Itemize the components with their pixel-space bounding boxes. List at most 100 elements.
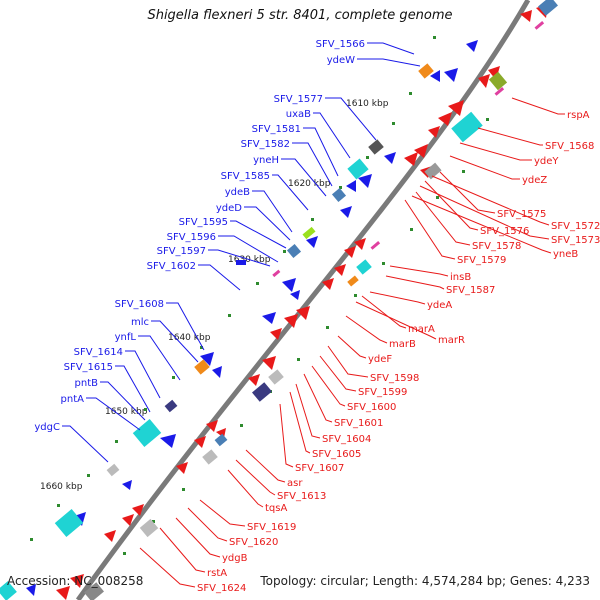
- tick-label: 1660 kbp: [40, 482, 83, 492]
- gene-label: SFV_1596: [167, 232, 216, 243]
- feature-block: [54, 509, 84, 537]
- gene-label: ydeZ: [522, 175, 547, 186]
- gene-label: SFV_1595: [179, 217, 228, 228]
- plus-strand-features: [26, 40, 478, 596]
- feature-block: [139, 518, 159, 538]
- gene-label: SFV_1614: [74, 347, 123, 358]
- feature-block: [347, 158, 369, 180]
- feature-block: [538, 0, 558, 16]
- gene-label: ydeF: [368, 354, 392, 365]
- feature-block: [84, 582, 104, 600]
- minus-strand-colored-blocks: [84, 0, 558, 600]
- gene-label: SFV_1577: [274, 94, 323, 105]
- gene-label: ydeW: [327, 55, 355, 66]
- gene-label: SFV_1578: [472, 241, 521, 252]
- tick-label: 1650 kbp: [105, 407, 148, 417]
- gene-label: pntB: [75, 378, 99, 389]
- gene-label: SFV_1607: [295, 463, 344, 474]
- feature-block: [164, 399, 178, 413]
- gene-label: SFV_1598: [370, 373, 419, 384]
- gene-label: yneH: [253, 155, 279, 166]
- feature-block: [272, 269, 281, 278]
- gene-label: ydeD: [216, 203, 242, 214]
- gene-label: ydeY: [534, 156, 559, 167]
- gene-label: SFV_1602: [147, 261, 196, 272]
- feature-block: [347, 275, 359, 287]
- accession-label: Accession: NC_008258: [7, 574, 144, 588]
- gene-label: pntA: [61, 394, 85, 405]
- gene-label: asr: [287, 478, 303, 489]
- gene-label: SFV_1582: [241, 139, 290, 150]
- feature-block: [451, 111, 483, 143]
- feature-block: [494, 87, 505, 96]
- gene-label: tqsA: [265, 503, 287, 514]
- gene-label: SFV_1601: [334, 418, 383, 429]
- feature-block: [302, 226, 316, 240]
- feature-block: [370, 241, 381, 250]
- gene-label: SFV_1566: [316, 39, 365, 50]
- feature-block: [268, 369, 284, 385]
- gene-label: SFV_1604: [322, 434, 371, 445]
- gene-label: SFV_1605: [312, 449, 361, 460]
- gene-label: SFV_1573: [551, 235, 600, 246]
- genome-backbone: [75, 0, 531, 600]
- gene-label: SFV_1568: [545, 141, 594, 152]
- feature-block: [424, 162, 442, 180]
- gene-label: rspA: [567, 110, 590, 121]
- gene-label: rstA: [207, 568, 227, 579]
- feature-block: [214, 433, 228, 447]
- gene-label: yneB: [553, 249, 578, 260]
- feature-block: [331, 187, 347, 203]
- feature-block: [132, 419, 162, 447]
- gene-label: marB: [389, 339, 416, 350]
- plus-strand-colored-blocks: [0, 63, 434, 600]
- gene-label: SFV_1597: [157, 246, 206, 257]
- gene-label: SFV_1599: [358, 387, 407, 398]
- feature-block: [488, 71, 508, 91]
- gene-label: SFV_1572: [551, 221, 600, 232]
- gene-label: uxaB: [286, 109, 311, 120]
- minus-gene-labels: rspA SFV_1568 ydeY ydeZ SFV_1575 SFV_157…: [197, 110, 600, 594]
- gene-label: ydeB: [225, 187, 250, 198]
- feature-block: [368, 139, 384, 155]
- gene-label: SFV_1615: [64, 362, 113, 373]
- feature-block: [534, 21, 545, 30]
- gene-label: SFV_1575: [497, 209, 546, 220]
- gene-label: ynfL: [115, 332, 137, 343]
- feature-block: [194, 359, 210, 375]
- feature-block: [286, 243, 302, 259]
- feature-block: [252, 382, 272, 402]
- tick-label: 1610 kbp: [346, 99, 389, 109]
- genome-summary: Topology: circular; Length: 4,574,284 bp…: [260, 574, 590, 588]
- minor-ticks: [30, 36, 489, 555]
- gene-label: mlc: [131, 317, 149, 328]
- gene-label: SFV_1579: [457, 255, 506, 266]
- gene-label: SFV_1613: [277, 491, 326, 502]
- plus-leader-lines: [62, 42, 421, 463]
- gene-label: SFV_1624: [197, 583, 246, 594]
- feature-block: [202, 449, 218, 465]
- feature-block: [356, 259, 372, 275]
- gene-label: marR: [438, 335, 465, 346]
- gene-label: SFV_1587: [446, 285, 495, 296]
- gene-label: SFV_1585: [221, 171, 270, 182]
- map-title: Shigella flexneri 5 str. 8401, complete …: [147, 8, 453, 23]
- tick-label: 1640 kbp: [168, 333, 211, 343]
- gene-label: SFV_1619: [247, 522, 296, 533]
- gene-label: SFV_1581: [252, 124, 301, 135]
- feature-block: [106, 463, 120, 477]
- gene-label: SFV_1608: [115, 299, 164, 310]
- feature-block: [418, 63, 434, 79]
- plus-gene-labels: SFV_1566 ydeW SFV_1577 uxaB SFV_1581 SFV…: [34, 39, 365, 433]
- gene-label: ydgC: [34, 422, 60, 433]
- gene-label: SFV_1620: [229, 537, 278, 548]
- gene-label: ydgB: [222, 553, 248, 564]
- minus-leader-lines: [139, 97, 565, 588]
- gene-label: SFV_1576: [480, 226, 529, 237]
- gene-label: marA: [408, 324, 435, 335]
- feature-block: [0, 581, 17, 600]
- gene-label: insB: [450, 272, 471, 283]
- gene-label: SFV_1600: [347, 402, 396, 413]
